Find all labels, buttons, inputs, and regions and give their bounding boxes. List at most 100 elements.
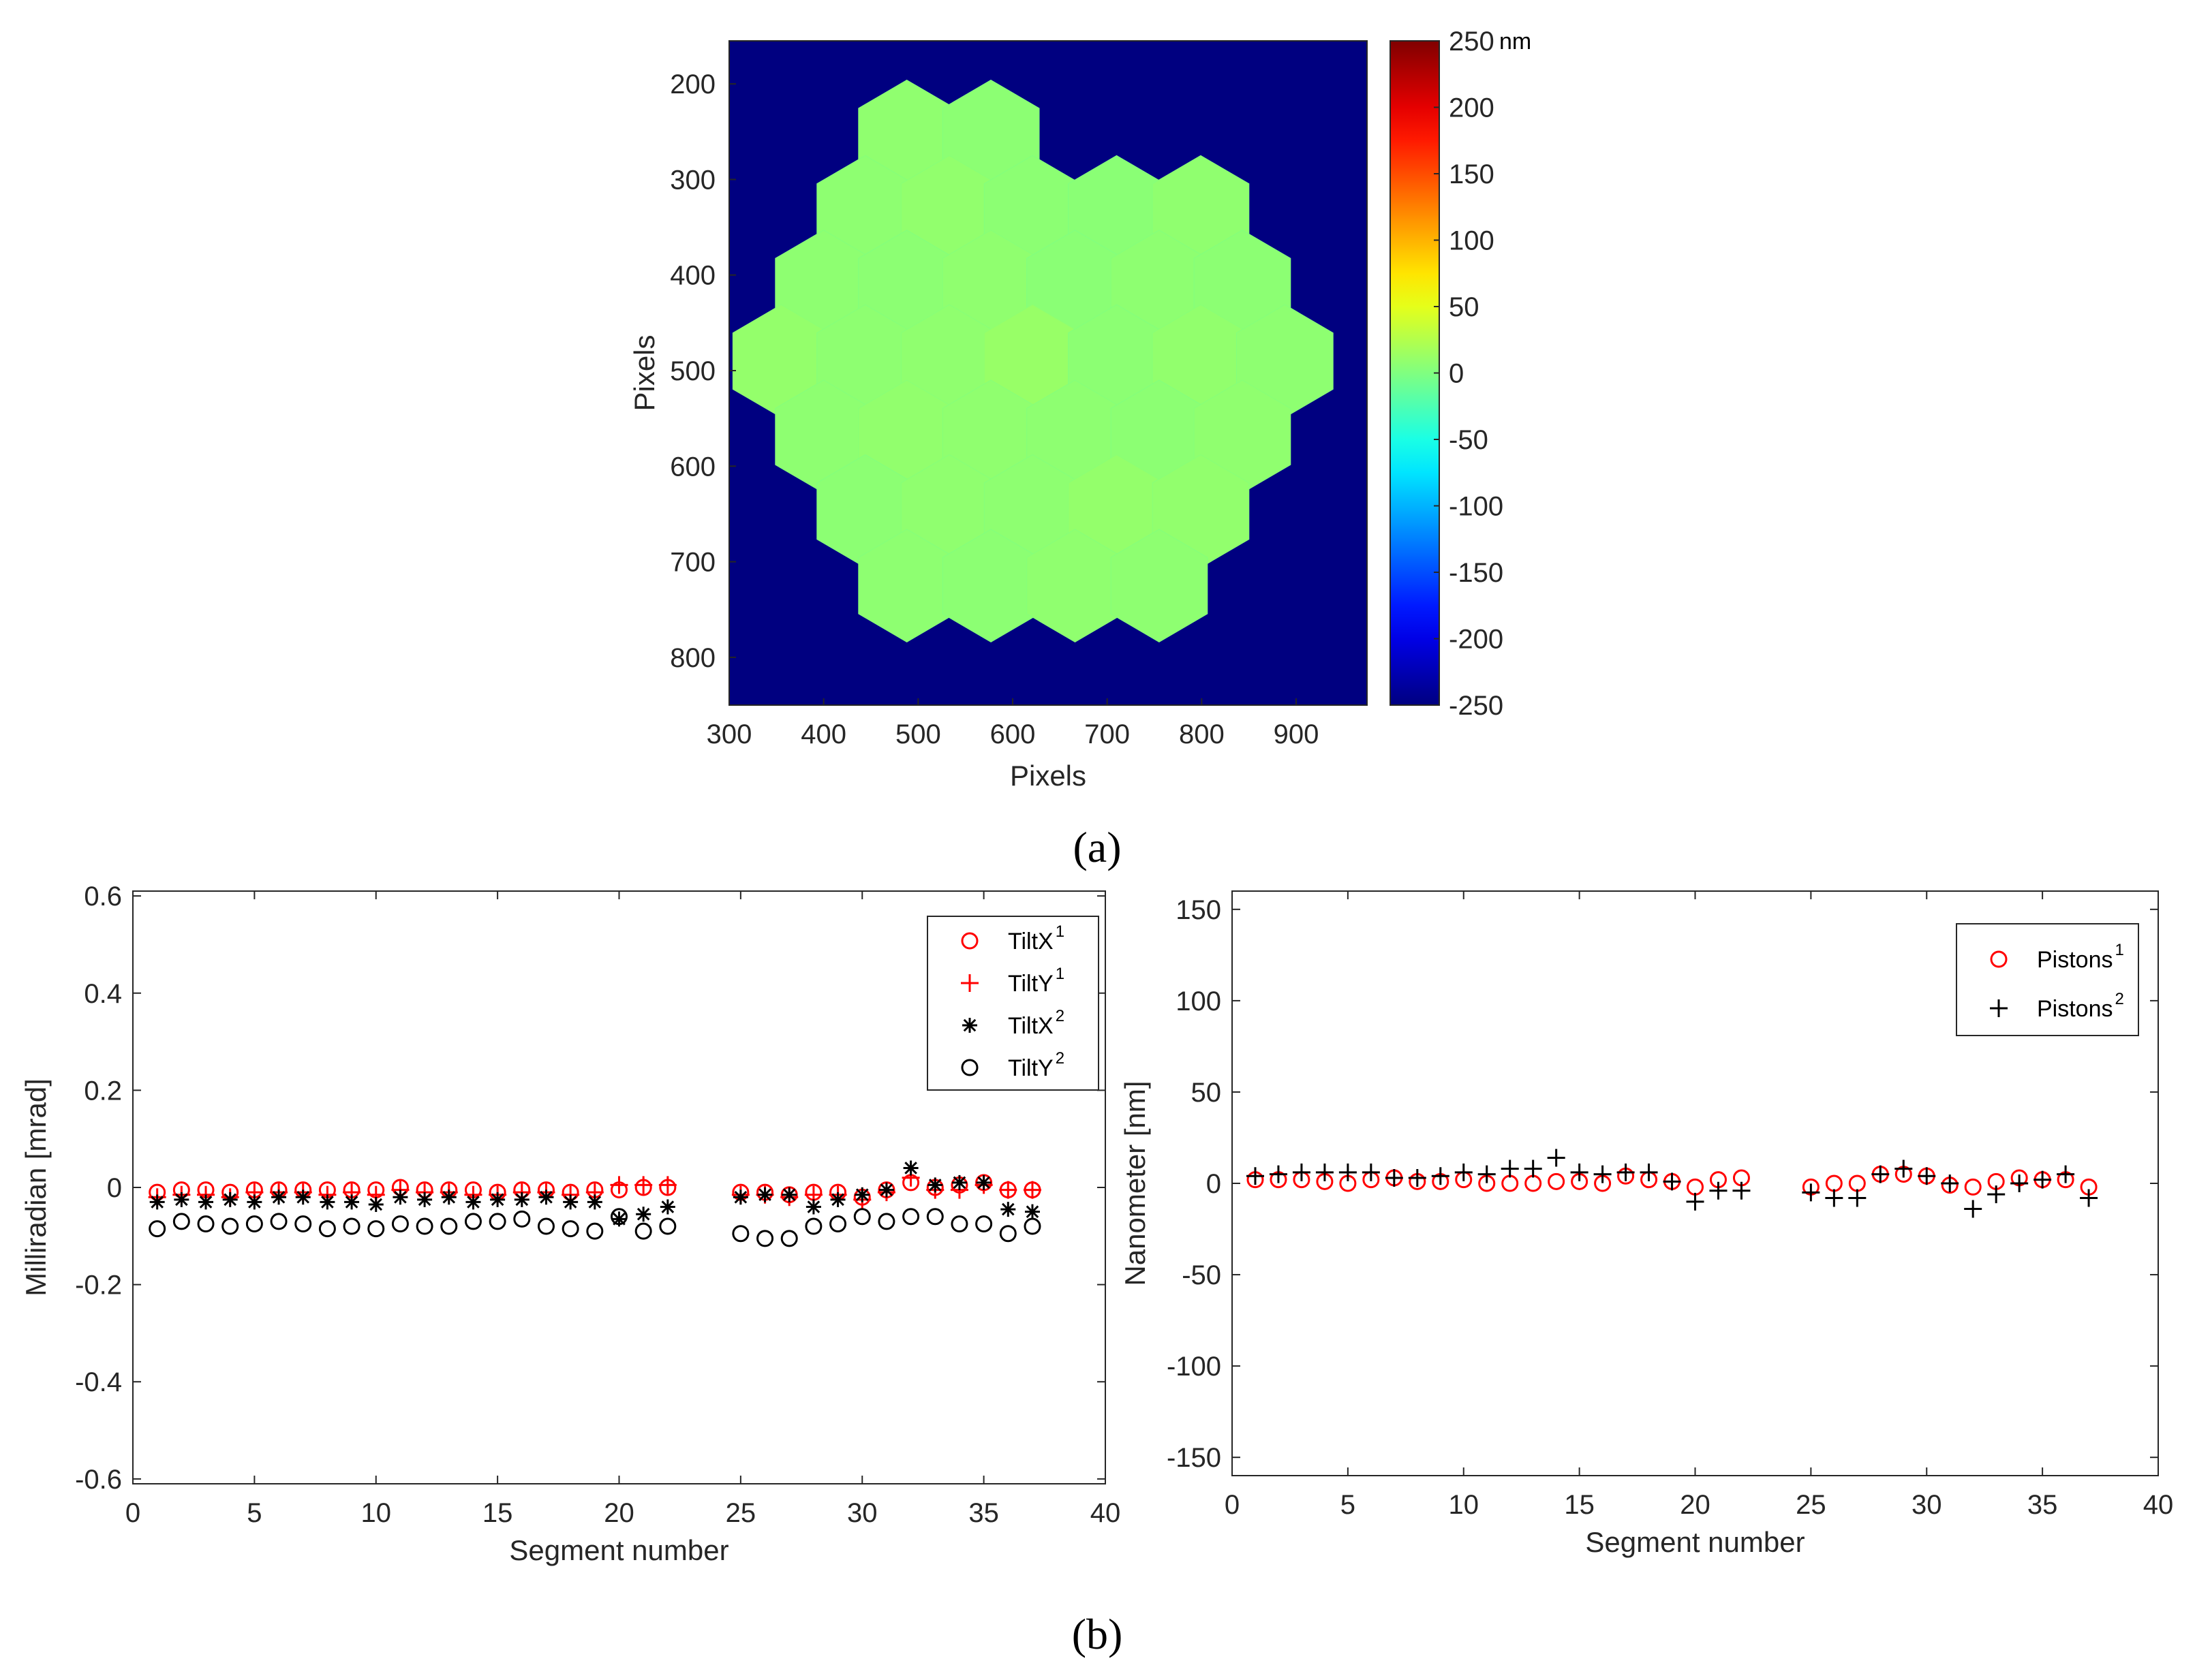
y-tick-label: -50 [1182,1260,1221,1290]
legend-box [1956,923,2139,1036]
data-point [999,1225,1017,1243]
data-point [2010,1175,2029,1192]
legend-label: TiltY [1008,1055,1054,1081]
colorbar-tick-label: 0 [1449,359,1464,389]
data-point [1616,1163,1635,1181]
data-point [537,1217,555,1235]
data-point [732,1225,750,1243]
data-point [1848,1189,1867,1207]
data-point [830,1192,846,1207]
data-point [247,1194,262,1210]
data-point [1894,1160,1913,1178]
legend-box [927,916,1099,1091]
colorbar-tick-label: -200 [1449,625,1503,655]
data-point [610,1176,628,1194]
data-point [271,1189,287,1205]
data-point [1593,1165,1612,1183]
data-point [1547,1149,1565,1167]
x-tick-label: 500 [895,719,941,749]
colorbar-tick-label: -150 [1449,558,1503,588]
legend-marker [962,1018,977,1033]
y-tick-label: -0.2 [75,1271,122,1301]
data-point [270,1213,288,1230]
data-point [489,1213,506,1230]
panel-b-piston-chart: 0 5 10 15 20 25 30 35 40 150 100 50 0 -50 -100 -150 Segm… [1119,890,2174,1558]
colorbar-tick-label: 100 [1449,226,1494,256]
heatmap-frame [728,40,1368,706]
x-tick-label: 800 [1179,719,1225,749]
data-point [343,1217,360,1235]
data-point [1024,1217,1041,1235]
data-point [344,1194,360,1210]
data-point [1315,1163,1334,1181]
panel-b-tilt-chart: 0 5 10 15 20 25 30 35 40 0.6 0.4 0.2 0 -0.2 -0.4 -0.6 Se… [20,882,1120,1566]
y-tick-label: 200 [670,69,716,99]
data-point [927,1177,943,1193]
data-point [853,1208,871,1226]
data-point [659,1217,677,1235]
y-tick-label: 0.4 [84,979,122,1009]
data-point [562,1220,579,1238]
data-point [1964,1178,1982,1196]
x-tick-label: 700 [1084,719,1130,749]
y-tick-label: 0.2 [84,1076,122,1106]
legend-label: TiltX [1008,1013,1054,1039]
data-point [1640,1163,1658,1181]
data-point [951,1175,967,1190]
data-point [660,1199,675,1215]
x-tick-label: 900 [1274,719,1319,749]
x-tick-label: 600 [990,719,1036,749]
panel-label-a: (a) [1073,823,1121,871]
y-tick-label: 500 [670,356,716,386]
legend-superscript: 1 [2115,941,2124,959]
y-axis-label: Nanometer [nm] [1119,1080,1151,1286]
data-point [1732,1181,1751,1200]
x-tick-label: 40 [1090,1498,1121,1528]
data-point [829,1215,847,1232]
data-point [1246,1167,1264,1185]
x-tick-label: 20 [604,1498,634,1528]
data-point [222,1192,238,1207]
y-tick-label: 0 [107,1173,122,1203]
data-point [878,1213,895,1230]
colorbar [1390,40,1440,706]
data-point [1023,1181,1041,1199]
data-point [174,1192,189,1207]
x-axis-label: Segment number [509,1534,728,1566]
data-point [586,1222,604,1240]
y-tick-label: 800 [670,643,716,673]
legend-marker [1990,999,2008,1017]
data-point [197,1215,215,1232]
x-tick-label: 35 [2027,1490,2058,1520]
data-point [951,1215,968,1232]
data-point [634,1176,653,1194]
hex-segment [1110,529,1208,642]
data-point [975,1215,993,1232]
y-tick-label: -0.4 [75,1367,122,1397]
data-point [658,1176,677,1194]
data-point [976,1175,992,1190]
x-tick-label: 40 [2143,1490,2174,1520]
data-point [416,1217,433,1235]
x-tick-label: 10 [361,1498,392,1528]
data-point [441,1189,457,1205]
data-point [1477,1165,1496,1183]
data-point [636,1207,651,1222]
data-point [393,1189,408,1205]
x-tick-label: 0 [1225,1490,1240,1520]
data-point [417,1192,433,1207]
data-point [855,1187,870,1202]
y-tick-label: -0.6 [75,1465,122,1495]
data-point [999,1181,1017,1199]
data-point [805,1199,821,1215]
x-tick-label: 10 [1449,1490,1479,1520]
y-tick-label: 600 [670,452,716,482]
x-tick-label: 20 [1680,1490,1710,1520]
data-point [1825,1189,1843,1207]
data-point [320,1194,335,1210]
y-tick-label: -100 [1167,1352,1221,1382]
x-tick-label: 15 [1564,1490,1595,1520]
data-point [1000,1202,1016,1217]
